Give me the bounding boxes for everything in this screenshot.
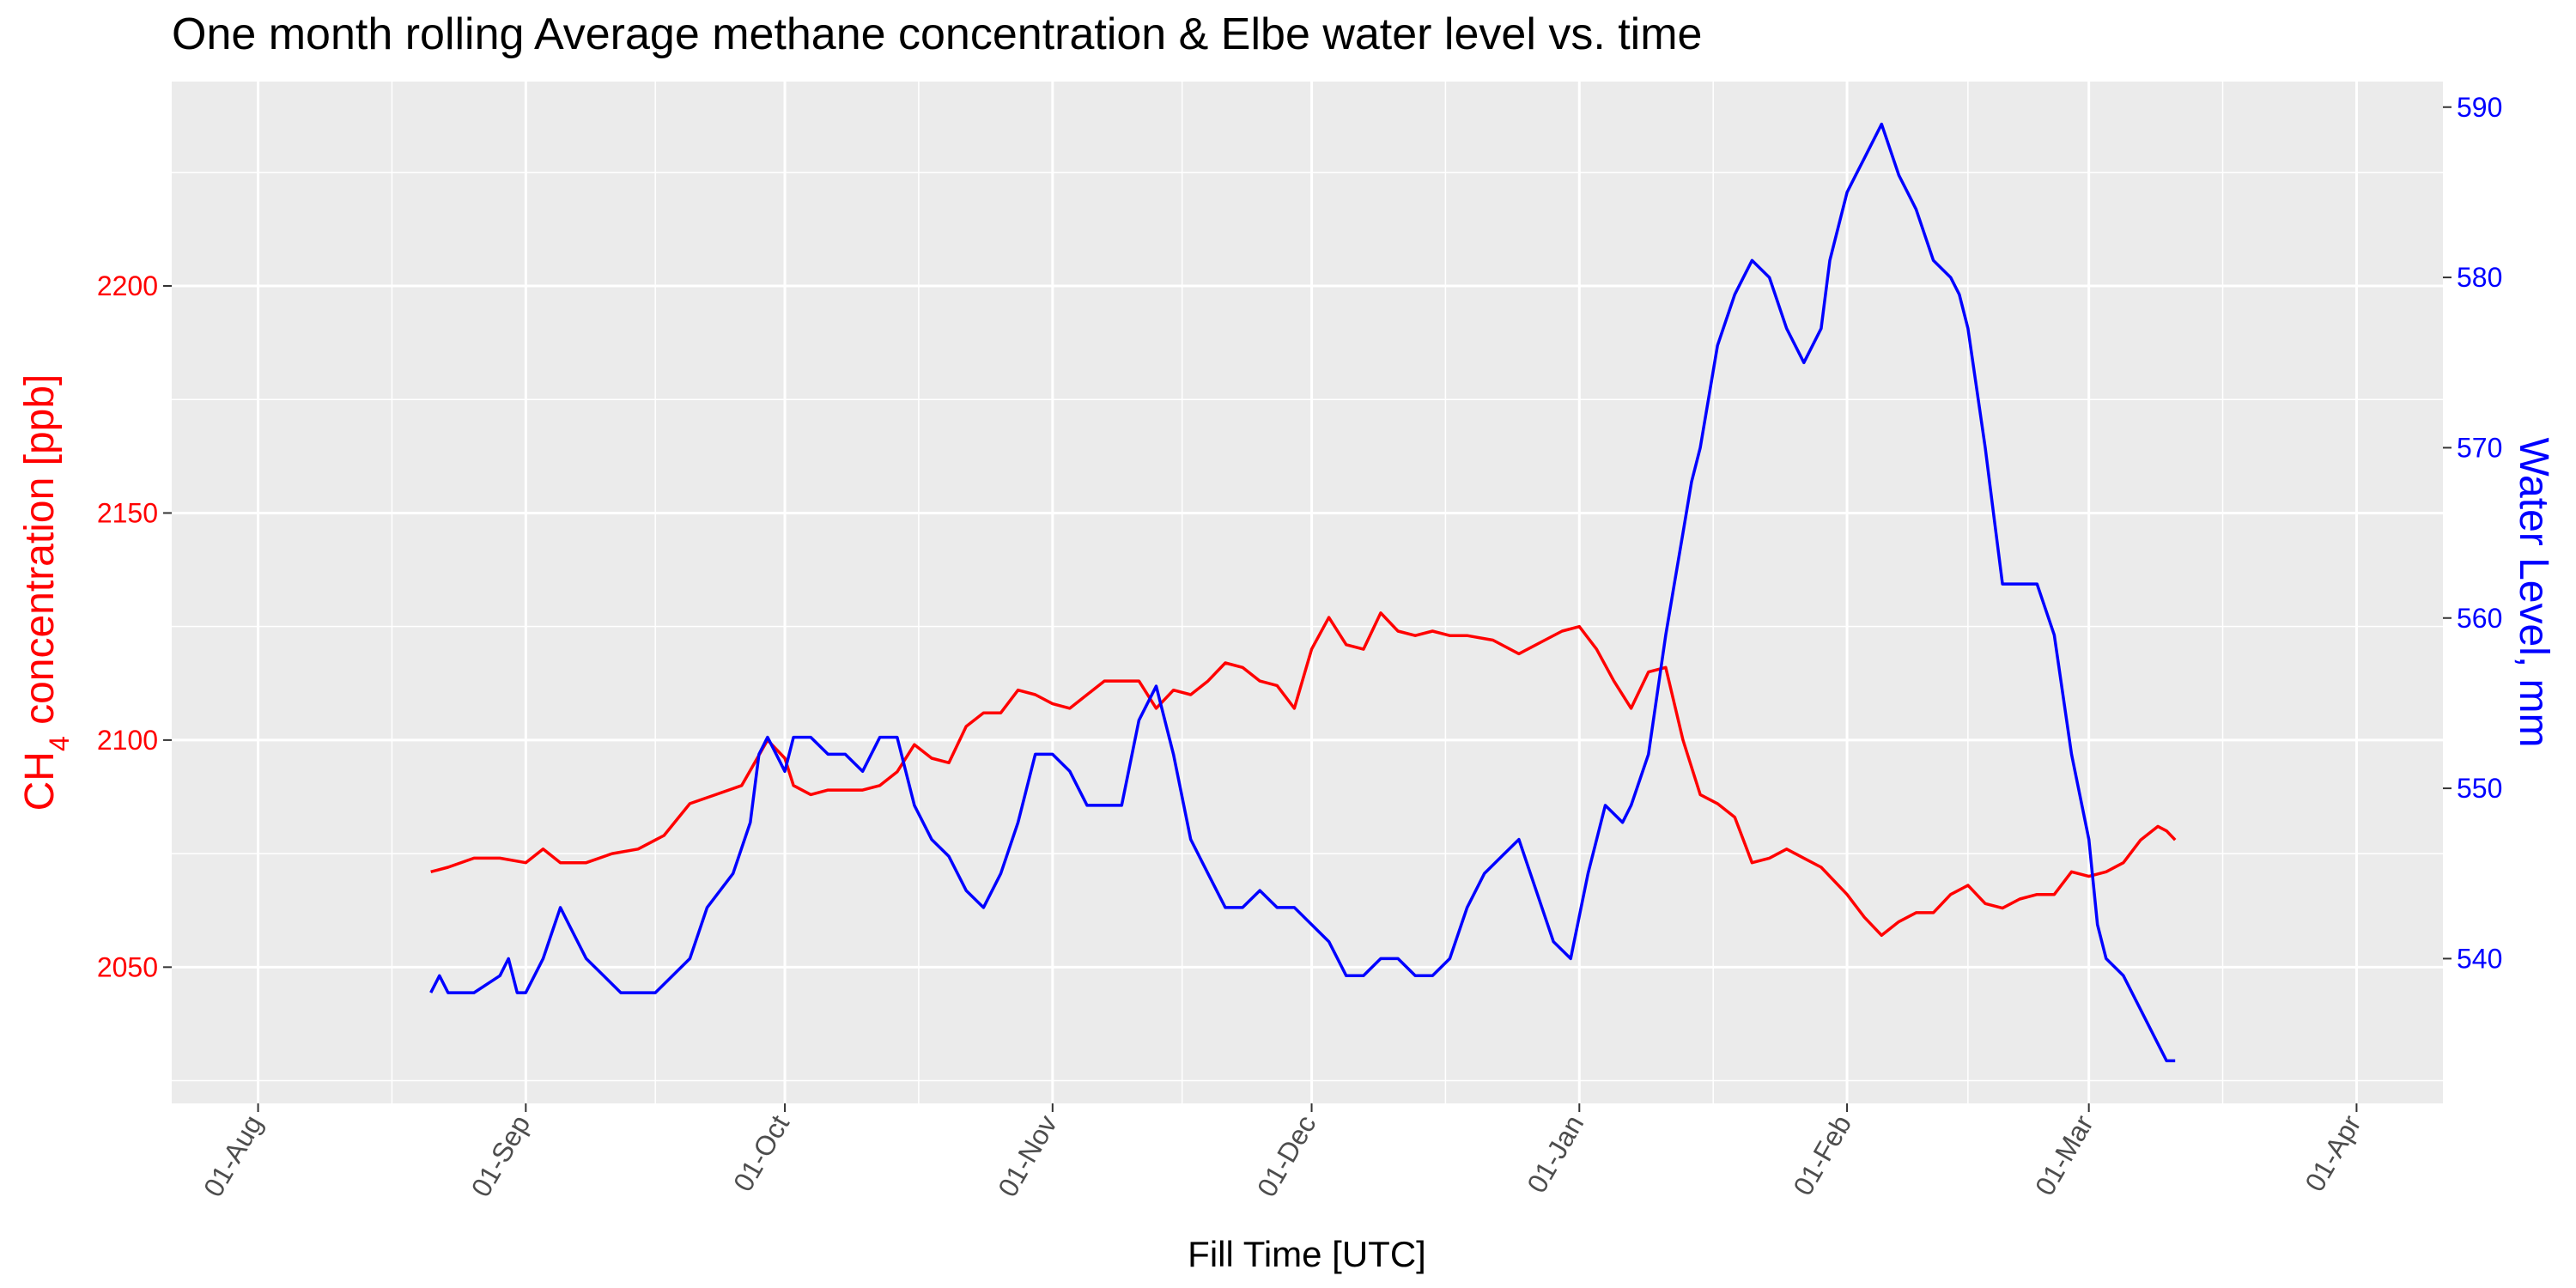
right-tick-label: 590: [2457, 92, 2502, 123]
x-axis-ticks: 01-Aug 01-Sep 01-Oct 01-Nov 01-Dec 01-Jan 01-F…: [197, 1103, 2367, 1202]
left-axis-title-main: CH: [17, 751, 63, 811]
right-axis-ticks: 540 550 560 570 580 590: [2443, 92, 2502, 974]
x-tick-label: 01-Nov: [992, 1110, 1063, 1202]
water-level-line: [429, 122, 2176, 1063]
x-tick-label: 01-Feb: [1787, 1110, 1857, 1201]
ch4-series: [430, 611, 2177, 938]
left-axis-title-rest: concentration [ppb]: [17, 374, 63, 737]
left-tick-label: 2200: [97, 270, 158, 301]
x-tick-label: 01-Sep: [465, 1110, 537, 1202]
left-tick-label: 2100: [97, 725, 158, 756]
major-gridlines: [172, 82, 2443, 1103]
x-tick-label: 01-Aug: [197, 1110, 269, 1202]
x-tick-label: 01-Apr: [2299, 1109, 2366, 1196]
x-axis-title: Fill Time [UTC]: [1188, 1234, 1426, 1274]
x-tick-label: 01-Jan: [1521, 1110, 1589, 1199]
minor-gridlines: [172, 82, 2443, 1103]
right-tick-label: 540: [2457, 943, 2502, 974]
plot-panel: [172, 82, 2443, 1103]
water-level-series: [429, 122, 2176, 1063]
right-tick-label: 580: [2457, 262, 2502, 293]
right-tick-label: 560: [2457, 603, 2502, 634]
left-tick-label: 2050: [97, 951, 158, 982]
right-axis-title: Water Level, mm: [2511, 438, 2556, 748]
left-axis-ticks: 2050 2100 2150 2200: [97, 270, 172, 982]
left-axis-title: CH4 concentration [ppb]: [17, 374, 75, 811]
x-tick-label: 01-Oct: [727, 1109, 795, 1196]
right-tick-label: 550: [2457, 773, 2502, 804]
ch4-line: [430, 611, 2177, 938]
right-tick-label: 570: [2457, 432, 2502, 463]
x-tick-label: 01-Mar: [2029, 1109, 2099, 1200]
x-tick-label: 01-Dec: [1251, 1110, 1322, 1202]
chart-title: One month rolling Average methane concen…: [172, 9, 1703, 59]
left-tick-label: 2150: [97, 497, 158, 528]
left-axis-title-subscript: 4: [44, 736, 75, 751]
